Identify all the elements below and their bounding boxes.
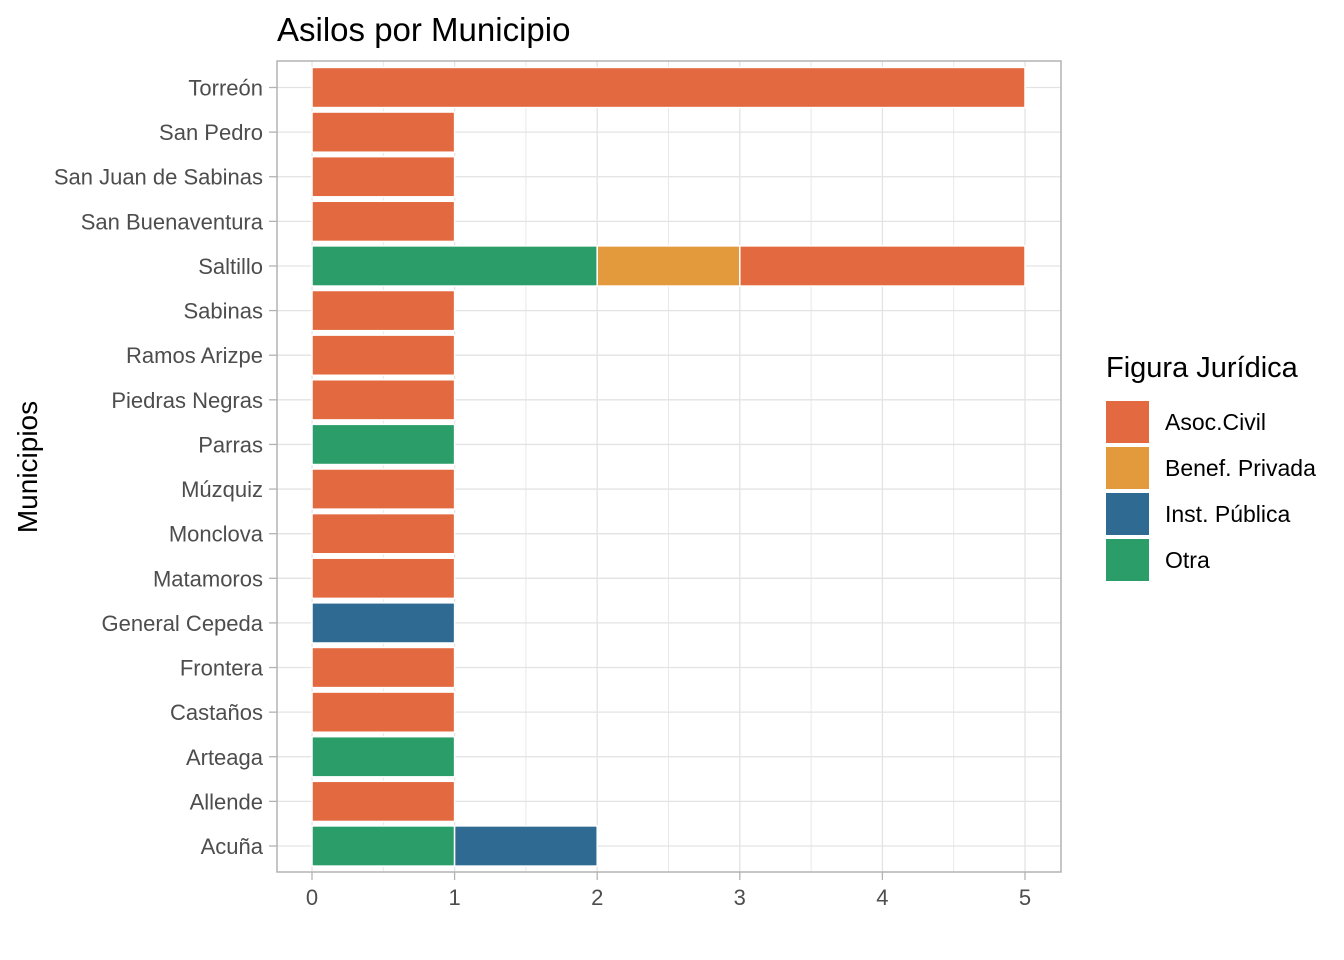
bar-segment xyxy=(311,735,456,778)
x-tick-label: 2 xyxy=(591,885,603,910)
x-tick-label: 5 xyxy=(1019,885,1031,910)
y-tick-label: Saltillo xyxy=(198,254,263,279)
y-tick-label: Castaños xyxy=(170,700,263,725)
y-tick-label: Piedras Negras xyxy=(111,388,263,413)
y-axis-title: Municipios xyxy=(12,401,43,533)
y-tick-label: San Buenaventura xyxy=(81,209,264,234)
bar-segment xyxy=(311,602,456,644)
y-tick-label: Matamoros xyxy=(153,566,263,591)
legend-item: Asoc.Civil xyxy=(1106,399,1316,445)
legend-title: Figura Jurídica xyxy=(1106,352,1298,384)
y-tick-label: Allende xyxy=(190,789,263,814)
bar-segment xyxy=(311,825,456,867)
x-axis: 0 1 2 3 4 5 xyxy=(306,872,1031,910)
bar-segment xyxy=(311,111,456,153)
x-tick-label: 3 xyxy=(734,885,746,910)
x-tick-label: 1 xyxy=(448,885,460,910)
legend-item: Benef. Privada xyxy=(1106,445,1316,491)
legend-label: Inst. Pública xyxy=(1165,500,1291,527)
bar-segment xyxy=(311,780,456,823)
y-tick-label: Frontera xyxy=(180,656,264,681)
bar-segment xyxy=(311,423,456,466)
y-tick-label: Ramos Arizpe xyxy=(126,343,263,368)
legend-swatch xyxy=(1106,447,1149,489)
bar-segment xyxy=(311,66,1026,109)
y-tick-label: San Juan de Sabinas xyxy=(54,165,263,190)
bar-segment xyxy=(311,200,456,243)
y-tick-label: Arteaga xyxy=(186,745,264,770)
legend-items: Asoc.Civil Benef. Privada Inst. Pública Otr… xyxy=(1106,399,1316,583)
bar-segment xyxy=(596,245,741,287)
y-tick-label: Monclova xyxy=(169,522,264,547)
y-tick-label: San Pedro xyxy=(159,120,263,145)
y-tick-label: Sabinas xyxy=(183,299,263,324)
bar-segment xyxy=(739,245,1026,287)
legend-label: Benef. Privada xyxy=(1165,454,1316,481)
bar-segment xyxy=(311,691,456,733)
legend-label: Asoc.Civil xyxy=(1165,408,1266,435)
bar-segment xyxy=(311,155,456,198)
legend-swatch xyxy=(1106,401,1149,443)
bars xyxy=(311,66,1026,867)
legend-label: Otra xyxy=(1165,546,1210,573)
bar-segment xyxy=(453,825,598,867)
x-tick-label: 0 xyxy=(306,885,318,910)
bar-segment xyxy=(311,245,598,287)
legend-item: Otra xyxy=(1106,537,1316,583)
panel-border xyxy=(276,60,1062,873)
x-tick-label: 4 xyxy=(876,885,888,910)
bar-segment xyxy=(311,557,456,600)
legend-swatch xyxy=(1106,493,1149,535)
bar-segment xyxy=(311,378,456,421)
y-tick-label: Parras xyxy=(198,432,263,457)
bar-segment xyxy=(311,512,456,555)
bar-segment xyxy=(311,468,456,510)
y-tick-label: Acuña xyxy=(201,834,264,859)
bar-segment xyxy=(311,289,456,332)
y-axis: Acuña Allende Arteaga Castaños Frontera Gener… xyxy=(54,76,277,859)
legend-swatch xyxy=(1106,539,1149,581)
chart-title: Asilos por Municipio xyxy=(277,11,570,48)
bar-segment xyxy=(311,646,456,689)
legend: Figura Jurídica Asoc.Civil Benef. Privada… xyxy=(1106,352,1316,583)
bar-segment xyxy=(311,334,456,377)
y-tick-label: Múzquiz xyxy=(181,477,263,502)
y-tick-label: Torreón xyxy=(188,76,263,101)
y-tick-label: General Cepeda xyxy=(102,611,264,636)
legend-item: Inst. Pública xyxy=(1106,491,1316,537)
